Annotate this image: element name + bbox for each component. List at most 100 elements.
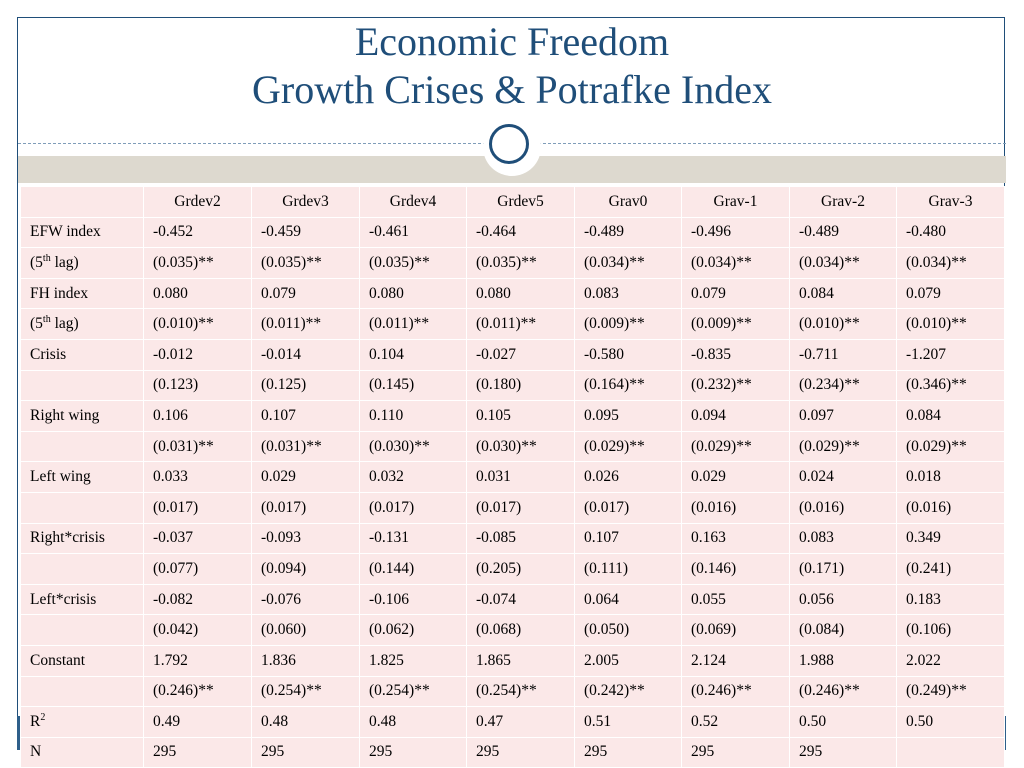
title-line-1: Economic Freedom <box>354 19 670 64</box>
table-cell: -0.461 <box>359 216 467 249</box>
table-row: Left*crisis -0.082 -0.076 -0.106 -0.074 0.064… <box>20 583 1005 616</box>
table-cell: (0.234)** <box>789 369 897 402</box>
table-cell: (0.016) <box>789 491 897 524</box>
table-cell: 0.349 <box>896 522 1005 555</box>
column-header: Grdev4 <box>359 186 467 218</box>
table-cell: (0.016) <box>896 491 1005 524</box>
row-label <box>20 614 144 646</box>
table-cell: 295 <box>681 736 790 768</box>
table-cell: (0.017) <box>574 491 682 524</box>
row-label <box>20 553 144 585</box>
table-cell: -0.464 <box>466 216 575 249</box>
column-header: Grav-1 <box>681 186 790 218</box>
table-cell: (0.242)** <box>574 675 682 708</box>
row-label <box>20 430 144 463</box>
table-cell: -0.131 <box>359 522 467 555</box>
table-row: FH index 0.080 0.079 0.080 0.080 0.083 0.079 0.… <box>20 277 1005 310</box>
row-label: Constant <box>20 644 144 677</box>
table-cell: (0.009)** <box>681 308 790 340</box>
table-cell: (0.029)** <box>681 430 790 463</box>
row-label: (5th lag) <box>20 247 144 279</box>
table-cell: (0.249)** <box>896 675 1005 708</box>
table-cell: -0.580 <box>574 338 682 371</box>
table-cell: 0.055 <box>681 583 790 616</box>
table-cell: (0.016) <box>681 491 790 524</box>
table-row: (5th lag) (0.010)** (0.011)** (0.011)** (0.0… <box>20 308 1005 340</box>
table-cell: (0.029)** <box>789 430 897 463</box>
table-row: Left wing 0.033 0.029 0.032 0.031 0.026 0.029 0… <box>20 461 1005 493</box>
table-cell: 1.988 <box>789 644 897 677</box>
table-cell: (0.035)** <box>251 247 360 279</box>
table-cell: (0.232)** <box>681 369 790 402</box>
table-cell: (0.029)** <box>574 430 682 463</box>
table-cell: 2.124 <box>681 644 790 677</box>
table-cell: (0.246)** <box>681 675 790 708</box>
table-cell: (0.068) <box>466 614 575 646</box>
row-label: Left*crisis <box>20 583 144 616</box>
table-row: Constant 1.792 1.836 1.825 1.865 2.005 2.124 1.… <box>20 644 1005 677</box>
table-cell: 2.005 <box>574 644 682 677</box>
table-cell: 0.029 <box>251 461 360 493</box>
row-label <box>20 675 144 708</box>
table-cell: (0.060) <box>251 614 360 646</box>
table-cell: 0.106 <box>143 400 252 432</box>
corner-cell <box>20 186 144 218</box>
table-cell: 0.163 <box>681 522 790 555</box>
table-cell: 0.084 <box>789 277 897 310</box>
table-cell: (0.034)** <box>681 247 790 279</box>
table-cell: -0.452 <box>143 216 252 249</box>
table-cell: 0.032 <box>359 461 467 493</box>
row-label: FH index <box>20 277 144 310</box>
table-row: Crisis -0.012 -0.014 0.104 -0.027 -0.580 -0.83… <box>20 338 1005 371</box>
row-label: Crisis <box>20 338 144 371</box>
table-cell: (0.017) <box>359 491 467 524</box>
column-header: Grav-2 <box>789 186 897 218</box>
table-cell: 0.105 <box>466 400 575 432</box>
table-cell: (0.062) <box>359 614 467 646</box>
table-cell: (0.123) <box>143 369 252 402</box>
column-header: Grav-3 <box>896 186 1005 218</box>
table-cell: 0.110 <box>359 400 467 432</box>
table-cell: 0.024 <box>789 461 897 493</box>
table-row: (5th lag) (0.035)** (0.035)** (0.035)** (0.0… <box>20 247 1005 279</box>
table-cell: -0.835 <box>681 338 790 371</box>
table-cell: -0.480 <box>896 216 1005 249</box>
table-cell: 0.52 <box>681 706 790 738</box>
table-cell: 0.49 <box>143 706 252 738</box>
column-header: Grdev5 <box>466 186 575 218</box>
table-cell: (0.017) <box>466 491 575 524</box>
table-cell: (0.084) <box>789 614 897 646</box>
table-cell: 0.064 <box>574 583 682 616</box>
table-cell: -1.207 <box>896 338 1005 371</box>
row-label: N <box>20 736 144 768</box>
table-cell: -0.027 <box>466 338 575 371</box>
table-cell: -0.093 <box>251 522 360 555</box>
row-label <box>20 491 144 524</box>
table-cell: (0.011)** <box>251 308 360 340</box>
table-cell: (0.094) <box>251 553 360 585</box>
table-cell: (0.346)** <box>896 369 1005 402</box>
table-cell: (0.180) <box>466 369 575 402</box>
row-label: Right*crisis <box>20 522 144 555</box>
table-cell: (0.069) <box>681 614 790 646</box>
table-cell: 295 <box>359 736 467 768</box>
table-row: (0.042) (0.060) (0.062) (0.068) (0.050) (0.06… <box>20 614 1005 646</box>
column-header: Grdev2 <box>143 186 252 218</box>
table-row: (0.123) (0.125) (0.145) (0.180) (0.164)** (0.… <box>20 369 1005 402</box>
table-cell: 0.079 <box>896 277 1005 310</box>
table-cell: 0.50 <box>896 706 1005 738</box>
table-cell: 0.094 <box>681 400 790 432</box>
table-row: R2 0.49 0.48 0.48 0.47 0.51 0.52 0.50 0.50 <box>20 706 1005 738</box>
table-cell: -0.076 <box>251 583 360 616</box>
table-cell: 1.825 <box>359 644 467 677</box>
table-cell: 0.033 <box>143 461 252 493</box>
table-cell: -0.085 <box>466 522 575 555</box>
table-cell: (0.254)** <box>359 675 467 708</box>
table-cell: 0.183 <box>896 583 1005 616</box>
column-header: Grav0 <box>574 186 682 218</box>
table-cell: -0.012 <box>143 338 252 371</box>
table-cell: (0.030)** <box>359 430 467 463</box>
table-cell: (0.111) <box>574 553 682 585</box>
table-cell: 0.47 <box>466 706 575 738</box>
table-cell: 295 <box>574 736 682 768</box>
